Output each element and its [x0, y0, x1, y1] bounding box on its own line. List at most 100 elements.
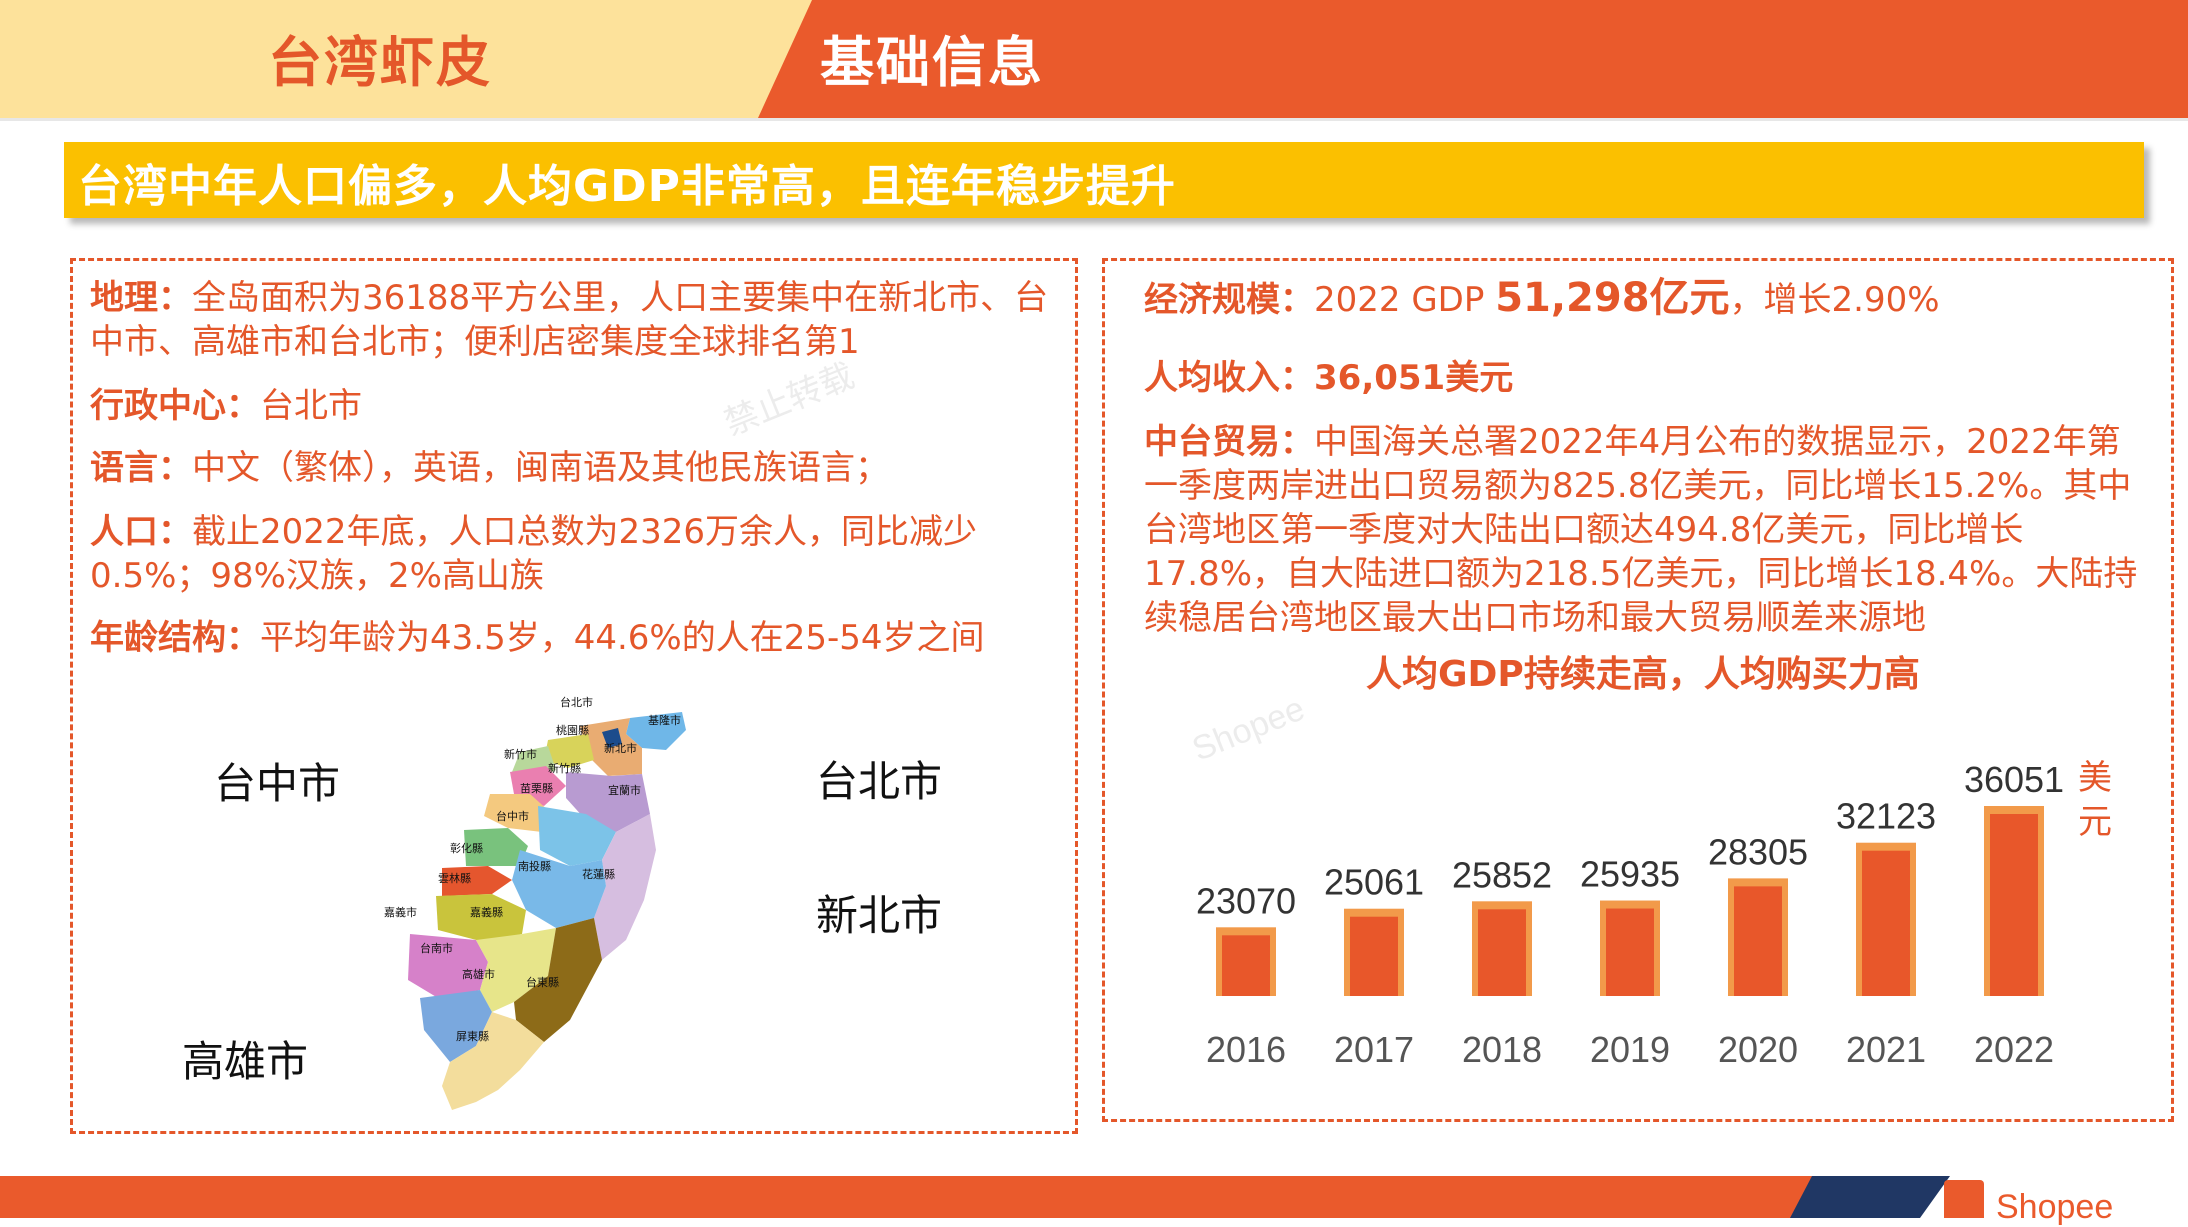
info-panel-right	[1102, 258, 2174, 1122]
map-label: 花蓮縣	[582, 868, 615, 881]
tick-label-2016: 2016	[1206, 1029, 1286, 1070]
language-label: 语言：	[90, 448, 192, 488]
map-label: 新竹縣	[548, 762, 581, 775]
trade-text: 中国海关总署2022年4月公布的数据显示，2022年第一季度两岸进出口贸易额为8…	[1144, 422, 2138, 638]
city-label-taipei: 台北市	[816, 757, 943, 806]
income-value: 36,051美元	[1314, 358, 1514, 398]
map-region	[544, 734, 594, 768]
map-region	[514, 918, 602, 1042]
bar-fill-2021	[1862, 850, 1910, 996]
data-label-2017: 25061	[1324, 862, 1424, 903]
headline-text: 台湾中年人口偏多，人均GDP非常高，且连年稳步提升	[78, 161, 1176, 212]
admin-item: 行政中心：台北市	[90, 384, 1070, 428]
language-item: 语言：中文（繁体），英语，闽南语及其他民族语言；	[90, 446, 1070, 490]
population-text: 截止2022年底，人口总数为2326万余人，同比减少0.5%；98%汉族，2%高…	[90, 512, 978, 596]
taiwan-map	[408, 712, 686, 1110]
trade-item: 中台贸易：中国海关总署2022年4月公布的数据显示，2022年第一季度两岸进出口…	[1144, 420, 2154, 640]
map-label: 宜蘭市	[608, 784, 641, 797]
geo-text: 全岛面积为36188平方公里，人口主要集中在新北市、台中市、高雄市和台北市；便利…	[90, 278, 1049, 362]
map-label: 彰化縣	[450, 842, 483, 855]
map-label: 南投縣	[518, 860, 551, 873]
gdp-bar-chart: 23070 2016 25061 2017 25852 2018 25935 2019 2830…	[1196, 759, 2064, 1070]
map-region	[420, 990, 492, 1062]
bar-fill-2020	[1734, 886, 1782, 996]
econ-prefix: 2022 GDP	[1314, 280, 1496, 320]
footer-brand: Shopee	[1996, 1188, 2114, 1226]
map-region	[442, 1012, 544, 1110]
tick-label-2021: 2021	[1846, 1029, 1926, 1070]
header-divider	[0, 118, 2188, 121]
map-label: 屏東縣	[456, 1030, 489, 1043]
chart-title: 人均GDP持续走高，人均购买力高	[1366, 654, 1920, 695]
income-label: 人均收入：	[1144, 358, 1314, 398]
age-text: 平均年龄为43.5岁，44.6%的人在25-54岁之间	[260, 618, 985, 658]
data-label-2016: 23070	[1196, 880, 1296, 921]
income-item: 人均收入：36,051美元	[1144, 356, 2154, 400]
bar-fill-2017	[1350, 916, 1398, 996]
trade-label: 中台贸易：	[1144, 422, 1314, 462]
shopee-bag-icon	[1944, 1180, 1984, 1218]
map-label: 新北市	[604, 742, 637, 755]
econ-label: 经济规模：	[1144, 280, 1314, 320]
age-label: 年龄结构：	[90, 618, 260, 658]
page-title: 基础信息	[820, 31, 1044, 94]
geo-label: 地理：	[90, 278, 192, 318]
map-region	[442, 866, 512, 896]
map-region	[602, 728, 622, 748]
map-region	[538, 806, 616, 866]
map-region	[484, 794, 550, 832]
data-label-2018: 25852	[1452, 854, 1552, 895]
map-label: 台東縣	[526, 976, 559, 989]
map-label: 嘉義市	[384, 906, 417, 919]
admin-label: 行政中心：	[90, 386, 260, 426]
map-label: 台中市	[496, 810, 529, 823]
data-label-2022: 36051	[1964, 759, 2064, 800]
map-label: 台南市	[420, 942, 453, 955]
map-region	[594, 814, 656, 960]
geo-item: 地理：全岛面积为36188平方公里，人口主要集中在新北市、台中市、高雄市和台北市…	[90, 276, 1070, 364]
map-label: 嘉義縣	[470, 906, 503, 919]
language-text: 中文（繁体），英语，闽南语及其他民族语言；	[192, 448, 889, 488]
map-label: 桃園縣	[556, 724, 589, 737]
map-region	[436, 894, 526, 942]
population-label: 人口：	[90, 512, 192, 552]
tick-label-2022: 2022	[1974, 1029, 2054, 1070]
map-label: 高雄市	[462, 968, 495, 981]
footer-accent	[1790, 1176, 1950, 1218]
info-panel-left	[70, 258, 1078, 1134]
map-region	[408, 934, 488, 998]
header-tag: 台湾虾皮	[268, 31, 492, 94]
data-label-2020: 28305	[1708, 831, 1808, 872]
map-label: 新竹市	[504, 748, 537, 761]
city-label-newtaipei: 新北市	[816, 891, 943, 940]
headline-banner	[64, 142, 2144, 218]
city-label-taichung: 台中市	[214, 759, 341, 808]
bar-fill-2016	[1222, 935, 1270, 996]
econ-item: 经济规模：2022 GDP 51,298亿元，增长2.90%	[1144, 276, 2154, 322]
bar-fill-2022	[1990, 814, 2038, 996]
header-tag-background	[0, 0, 820, 118]
data-label-2021: 32123	[1836, 796, 1936, 837]
map-label: 苗栗縣	[520, 782, 553, 795]
admin-text: 台北市	[260, 386, 362, 426]
econ-suffix: ，增长2.90%	[1729, 280, 1940, 320]
data-label-2019: 25935	[1580, 854, 1680, 895]
map-label: 台北市	[560, 696, 593, 709]
map-region	[512, 850, 606, 928]
age-item: 年龄结构：平均年龄为43.5岁，44.6%的人在25-54岁之间	[90, 616, 1070, 660]
tick-label-2018: 2018	[1462, 1029, 1542, 1070]
header-title-background	[758, 0, 2188, 118]
tick-label-2020: 2020	[1718, 1029, 1798, 1070]
population-item: 人口：截止2022年底，人口总数为2326万余人，同比减少0.5%；98%汉族，…	[90, 510, 1050, 598]
tick-label-2019: 2019	[1590, 1029, 1670, 1070]
map-region	[626, 712, 686, 750]
bar-fill-2018	[1478, 909, 1526, 996]
chart-unit: 美元	[2078, 758, 2112, 842]
econ-value: 51,298亿元	[1495, 275, 1730, 321]
map-region	[464, 828, 528, 866]
bar-fill-2019	[1606, 908, 1654, 996]
city-label-kaohsiung: 高雄市	[182, 1037, 309, 1086]
map-label: 雲林縣	[438, 872, 471, 885]
map-region	[476, 928, 556, 1012]
map-label: 基隆市	[648, 714, 681, 727]
